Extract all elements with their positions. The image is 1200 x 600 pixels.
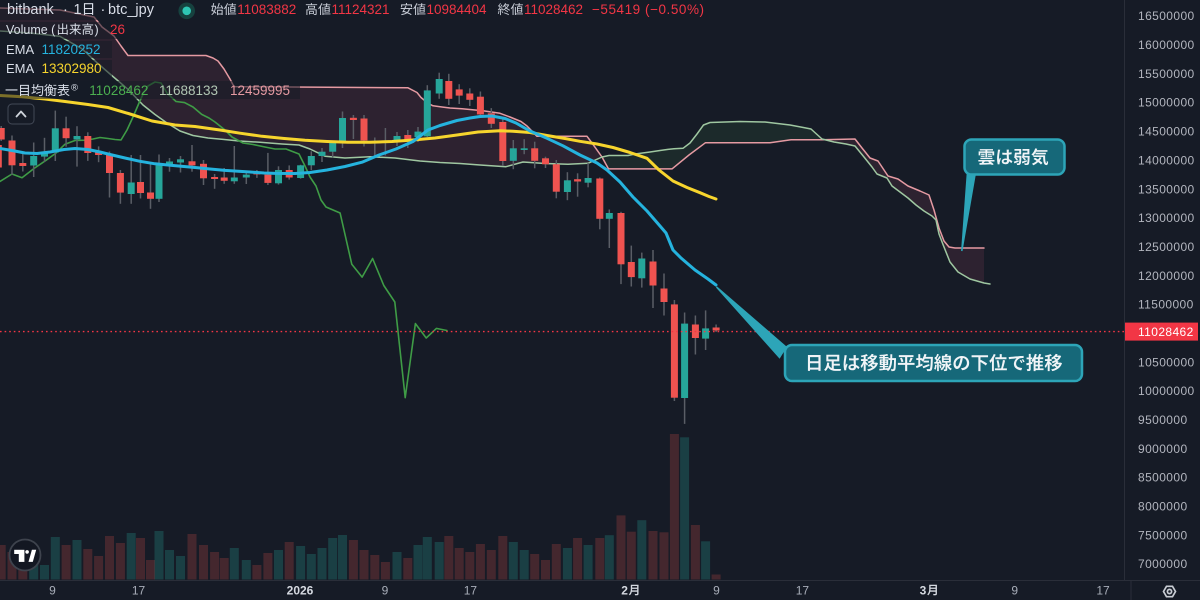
svg-text:9: 9 [382, 583, 389, 597]
svg-text:−55419 (−0.50%): −55419 (−0.50%) [592, 2, 705, 17]
svg-text:9: 9 [713, 583, 720, 597]
svg-text:26: 26 [110, 22, 125, 37]
svg-text:®: ® [71, 83, 78, 94]
svg-text:·: · [63, 2, 68, 18]
svg-text:): ) [95, 23, 99, 37]
svg-text:9000000: 9000000 [1138, 442, 1188, 456]
svg-text:11688133: 11688133 [159, 83, 218, 98]
svg-text:11028462: 11028462 [1138, 325, 1194, 339]
svg-text:EMA: EMA [6, 42, 35, 57]
svg-text:bitbank: bitbank [7, 2, 55, 18]
svg-text:EMA: EMA [6, 61, 35, 76]
svg-text:16000000: 16000000 [1138, 38, 1195, 52]
svg-text:11820252: 11820252 [42, 42, 101, 57]
svg-text:Volume (: Volume ( [6, 23, 56, 37]
svg-text:13500000: 13500000 [1138, 182, 1195, 196]
svg-text:15500000: 15500000 [1138, 67, 1195, 81]
svg-text:11083882: 11083882 [237, 2, 296, 17]
svg-text:7000000: 7000000 [1138, 557, 1188, 571]
svg-text:8500000: 8500000 [1138, 471, 1188, 485]
svg-text:9: 9 [1011, 583, 1018, 597]
svg-text:2: 2 [621, 583, 628, 597]
svg-text:·: · [101, 2, 106, 18]
svg-text:12500000: 12500000 [1138, 240, 1195, 254]
svg-text:11028462: 11028462 [524, 2, 583, 17]
svg-text:16500000: 16500000 [1138, 9, 1195, 23]
svg-text:11028462: 11028462 [89, 83, 148, 98]
svg-text:7500000: 7500000 [1138, 528, 1188, 542]
svg-text:10500000: 10500000 [1138, 355, 1195, 369]
svg-text:17: 17 [796, 583, 810, 597]
svg-text:14500000: 14500000 [1138, 125, 1195, 139]
svg-text:10984404: 10984404 [427, 2, 488, 17]
svg-text:12459995: 12459995 [230, 83, 290, 98]
svg-text:btc_jpy: btc_jpy [108, 2, 155, 18]
svg-text:1: 1 [74, 2, 82, 18]
svg-text:2026: 2026 [287, 583, 314, 597]
svg-text:8000000: 8000000 [1138, 500, 1188, 514]
svg-text:9500000: 9500000 [1138, 413, 1188, 427]
svg-text:15000000: 15000000 [1138, 96, 1195, 110]
svg-text:14000000: 14000000 [1138, 153, 1195, 167]
svg-text:11500000: 11500000 [1138, 298, 1194, 312]
svg-text:17: 17 [1096, 583, 1110, 597]
svg-text:9: 9 [49, 583, 56, 597]
svg-text:3: 3 [920, 583, 927, 597]
svg-text:10000000: 10000000 [1138, 384, 1195, 398]
svg-text:13302980: 13302980 [42, 61, 102, 76]
svg-text:17: 17 [464, 583, 478, 597]
svg-text:11124321: 11124321 [332, 2, 390, 17]
svg-text:13000000: 13000000 [1138, 211, 1195, 225]
svg-text:17: 17 [132, 583, 146, 597]
svg-text:12000000: 12000000 [1138, 269, 1195, 283]
